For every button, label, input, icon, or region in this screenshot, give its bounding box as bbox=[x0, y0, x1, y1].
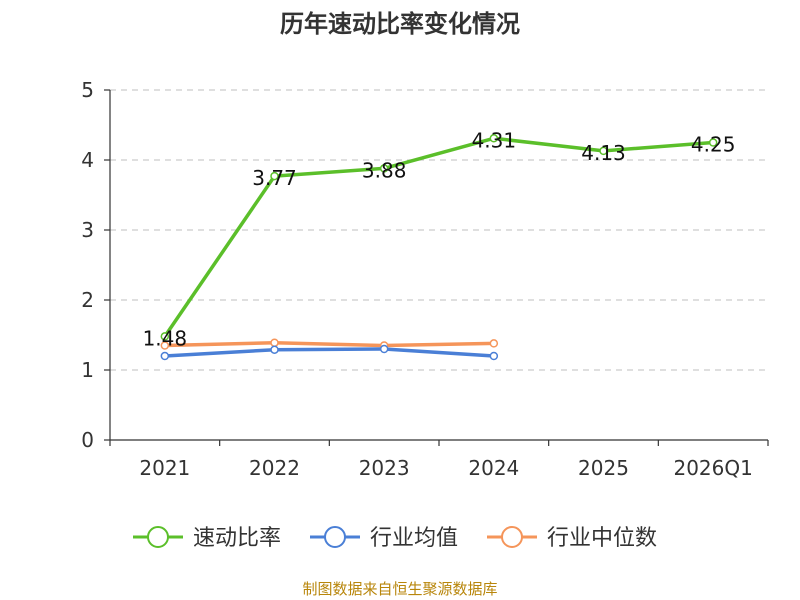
x-axis-ticks: 2021 2022 2023 2024 2025 2026Q1 bbox=[139, 456, 752, 480]
data-point bbox=[270, 338, 279, 347]
x-tick-label: 2026Q1 bbox=[673, 456, 752, 480]
data-point bbox=[270, 171, 279, 181]
axes bbox=[104, 89, 769, 446]
data-point bbox=[160, 332, 170, 341]
x-tick-label: 2024 bbox=[468, 456, 519, 480]
y-tick-label: 1 bbox=[81, 358, 94, 382]
y-axis-ticks: 0 1 2 3 4 5 bbox=[81, 78, 94, 452]
legend-label: 速动比率 bbox=[193, 526, 281, 551]
gridlines bbox=[110, 89, 768, 371]
data-label: 4.13 bbox=[581, 141, 626, 165]
legend-marker-icon bbox=[147, 526, 169, 548]
y-tick-label: 3 bbox=[81, 218, 94, 242]
data-point bbox=[379, 344, 389, 354]
x-tick-label: 2023 bbox=[359, 456, 410, 480]
data-labels: 1.48 3.77 3.88 4.31 4.13 4.25 bbox=[143, 128, 736, 350]
data-point bbox=[379, 164, 389, 173]
data-point bbox=[489, 351, 499, 361]
y-tick-label: 2 bbox=[81, 288, 94, 312]
legend-item[interactable]: 行业均值 bbox=[310, 526, 458, 551]
data-point bbox=[708, 138, 718, 147]
x-tick-label: 2025 bbox=[578, 456, 629, 480]
data-label: 3.77 bbox=[252, 166, 297, 190]
data-label: 3.88 bbox=[362, 158, 407, 182]
data-label: 4.31 bbox=[472, 128, 517, 152]
series-layer bbox=[160, 134, 718, 361]
chart-title: 历年速动比率变化情况 bbox=[280, 10, 520, 38]
x-tick-label: 2022 bbox=[249, 456, 300, 480]
series-line bbox=[164, 347, 494, 358]
data-label: 1.48 bbox=[143, 326, 188, 350]
legend-item[interactable]: 行业中位数 bbox=[487, 526, 657, 551]
data-label: 4.25 bbox=[691, 133, 736, 157]
legend-marker-icon bbox=[501, 526, 523, 548]
x-tick-label: 2021 bbox=[139, 456, 190, 480]
series-line bbox=[163, 136, 714, 338]
source-note: 制图数据来自恒生聚源数据库 bbox=[302, 580, 497, 598]
legend-marker-icon bbox=[324, 526, 346, 548]
series-line bbox=[164, 340, 494, 348]
data-point bbox=[489, 134, 499, 143]
data-point bbox=[270, 345, 279, 354]
data-point bbox=[160, 341, 170, 350]
legend-item[interactable]: 速动比率 bbox=[133, 526, 281, 551]
legend-label: 行业均值 bbox=[370, 526, 458, 551]
legend[interactable]: 速动比率 行业均值 行业中位数 bbox=[133, 526, 657, 551]
y-tick-label: 5 bbox=[81, 78, 94, 102]
y-tick-label: 0 bbox=[81, 428, 94, 452]
legend-label: 行业中位数 bbox=[547, 526, 657, 551]
data-point bbox=[489, 339, 499, 348]
data-point bbox=[160, 351, 170, 361]
data-point bbox=[599, 146, 608, 156]
y-tick-label: 4 bbox=[81, 148, 94, 172]
